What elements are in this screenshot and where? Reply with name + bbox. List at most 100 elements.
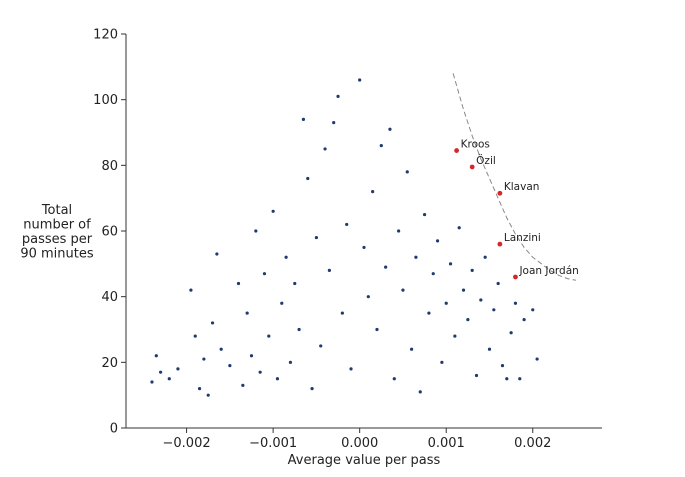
data-point	[375, 327, 379, 332]
y-tick-label: 120	[93, 28, 118, 43]
data-point	[440, 360, 444, 364]
data-point	[167, 377, 171, 381]
data-point	[332, 121, 336, 125]
data-point	[159, 370, 163, 374]
player-label: Klavan	[504, 181, 540, 193]
data-point	[254, 229, 258, 233]
data-point	[193, 334, 197, 338]
data-point	[366, 295, 370, 299]
data-point	[301, 117, 306, 121]
data-point	[397, 229, 401, 233]
data-point	[496, 281, 500, 286]
x-axis-ticks: −0.002 −0.001 0.000 0.001 0.002	[163, 428, 551, 451]
y-axis-title-line: 90 minutes	[20, 247, 94, 262]
y-axis-title-line: passes per	[22, 232, 93, 247]
y-axis-title: Total number of passes per 90 minutes	[20, 203, 94, 262]
highlight-point	[497, 241, 503, 247]
data-point	[323, 147, 327, 151]
data-point	[453, 334, 457, 338]
data-point	[509, 331, 513, 335]
data-point	[474, 373, 479, 378]
data-point	[479, 298, 483, 302]
data-point	[349, 367, 353, 371]
y-tick-label: 0	[110, 422, 118, 437]
data-point	[345, 222, 349, 227]
data-point	[314, 235, 318, 240]
data-point	[319, 344, 323, 348]
y-axis-title-line: number of	[23, 218, 91, 233]
x-tick-label: −0.002	[163, 436, 211, 451]
data-point	[306, 176, 310, 181]
highlighted-players: Kroos Özil Klavan Lanzini Joan Jordán	[454, 139, 579, 280]
x-axis-title: Average value per pass	[288, 453, 441, 468]
y-tick-label: 60	[101, 225, 118, 240]
data-point	[457, 226, 461, 230]
data-point	[505, 377, 509, 381]
highlight-point	[497, 190, 503, 196]
data-point	[410, 347, 414, 351]
player-label: Joan Jordán	[518, 265, 578, 277]
data-point	[176, 367, 180, 371]
x-tick-label: 0.000	[341, 436, 378, 451]
data-point	[418, 390, 422, 394]
y-tick-label: 100	[93, 93, 118, 108]
data-point	[531, 308, 535, 312]
y-tick-label: 40	[101, 290, 118, 305]
data-point	[202, 357, 206, 361]
data-point	[189, 288, 193, 292]
data-point	[427, 311, 431, 315]
data-point	[236, 281, 241, 286]
data-point	[362, 245, 366, 250]
player-label: Lanzini	[504, 232, 541, 244]
data-point	[470, 268, 474, 272]
highlight-point	[454, 148, 460, 153]
data-point	[405, 170, 409, 174]
data-point	[228, 364, 232, 368]
data-point	[219, 347, 223, 351]
points-layer	[150, 78, 539, 397]
y-axis-ticks: 0 20 40 60 80 100 120	[93, 28, 126, 437]
highlight-point	[469, 164, 475, 170]
data-point	[215, 252, 219, 256]
data-point	[154, 354, 158, 358]
data-point	[492, 308, 496, 312]
data-point	[245, 311, 249, 315]
data-point	[522, 318, 526, 322]
data-point	[513, 301, 518, 305]
data-point	[275, 377, 280, 381]
data-point	[336, 94, 340, 98]
data-point	[288, 360, 293, 364]
data-point	[150, 380, 154, 384]
data-point	[487, 347, 492, 351]
x-tick-label: 0.002	[514, 436, 551, 451]
data-point	[388, 127, 392, 131]
data-point	[431, 272, 435, 276]
y-tick-label: 80	[101, 159, 118, 174]
data-point	[310, 387, 314, 391]
data-point	[435, 239, 440, 243]
y-axis-title-line: Total	[41, 203, 72, 218]
data-point	[340, 311, 344, 315]
data-point	[280, 301, 284, 305]
data-point	[384, 265, 388, 269]
data-point	[483, 255, 487, 259]
data-point	[392, 377, 396, 381]
data-point	[206, 393, 210, 397]
data-point	[258, 370, 262, 374]
data-point	[271, 209, 275, 213]
data-point	[466, 318, 470, 322]
data-point	[414, 255, 418, 259]
y-tick-label: 20	[101, 356, 118, 371]
data-point	[327, 268, 331, 272]
data-point	[358, 78, 362, 82]
data-point	[535, 357, 539, 361]
data-point	[379, 144, 383, 148]
data-point	[448, 262, 453, 266]
data-point	[241, 383, 245, 387]
data-point	[500, 364, 505, 368]
data-point	[197, 387, 202, 391]
frontier-curve	[452, 73, 577, 281]
data-point	[371, 190, 375, 194]
data-point	[293, 281, 297, 286]
